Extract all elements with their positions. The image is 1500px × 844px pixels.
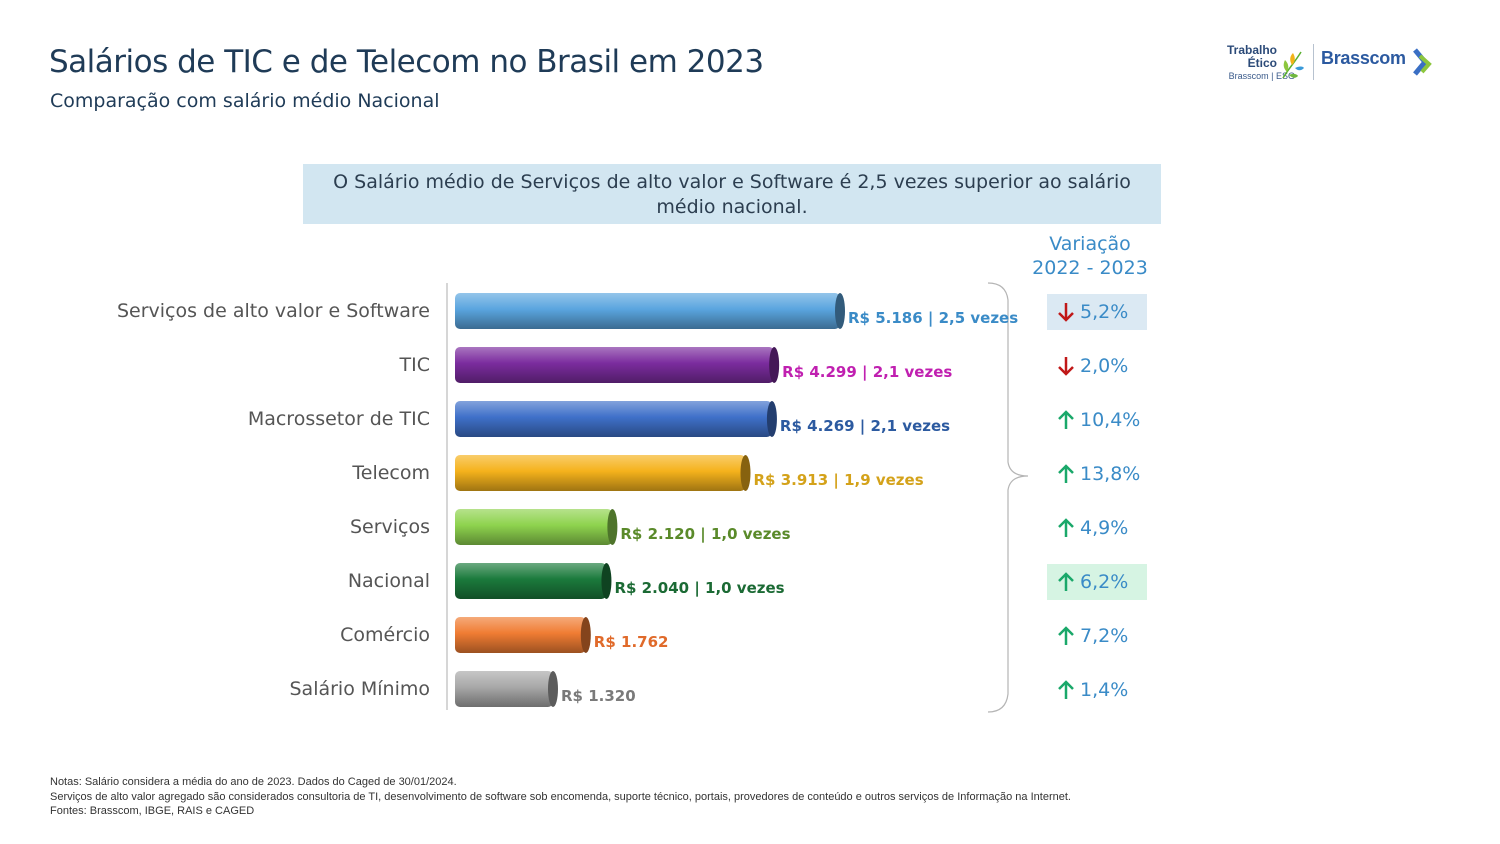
trabalho-etico-logo: Trabalho Ético Brasscom | ESG (1205, 44, 1305, 82)
category-label: Nacional (348, 570, 430, 592)
bar (455, 347, 775, 383)
category-label: TIC (399, 354, 430, 376)
data-label: R$ 4.299 | 2,1 vezes (782, 363, 952, 382)
notes-block: Notas: Salário considera a média do ano … (50, 775, 1071, 819)
brand-logos: Trabalho Ético Brasscom | ESG Brasscom (1205, 44, 1440, 90)
variation-highlight (1047, 294, 1147, 330)
category-label: Telecom (351, 462, 430, 484)
bar-end-cap (766, 401, 777, 437)
bar (455, 671, 553, 707)
logo-esg-text: Brasscom | ESG (1228, 71, 1295, 81)
bar (455, 509, 613, 545)
category-label: Macrossetor de TIC (248, 408, 430, 430)
data-label: R$ 2.040 | 1,0 vezes (614, 579, 784, 598)
arrow-down-icon (1058, 357, 1074, 376)
variation-brace (987, 282, 1029, 713)
variation-value: 7,2% (1080, 625, 1128, 647)
notes-line-2: Serviços de alto valor agregado são cons… (50, 790, 1071, 803)
notes-line-3: Fontes: Brasscom, IBGE, RAIS e CAGED (50, 805, 255, 817)
bar (455, 617, 586, 653)
data-label: R$ 2.120 | 1,0 vezes (620, 525, 790, 544)
bar-end-cap (547, 671, 558, 707)
data-label: R$ 1.320 (561, 687, 636, 705)
bar (455, 401, 772, 437)
category-label: Salário Mínimo (289, 678, 430, 700)
brasscom-logo: Brasscom (1321, 48, 1406, 68)
data-label: R$ 1.762 (594, 633, 669, 651)
variation-header-line2: 2022 - 2023 (1032, 257, 1148, 279)
variation-highlight (1047, 564, 1147, 600)
bar-end-cap (769, 347, 780, 383)
variation-value: 5,2% (1080, 301, 1128, 323)
arrow-up-icon (1058, 572, 1074, 591)
data-label: R$ 4.269 | 2,1 vezes (780, 417, 950, 436)
variation-value: 6,2% (1080, 571, 1128, 593)
arrow-up-icon (1058, 518, 1074, 537)
bar-end-cap (580, 617, 591, 653)
category-label: Serviços (350, 516, 430, 538)
logo-trabalho-text: Trabalho (1226, 43, 1277, 57)
arrow-up-icon (1058, 410, 1074, 429)
logo-divider (1313, 44, 1314, 80)
arrow-up-icon (1058, 680, 1074, 699)
bar (455, 293, 840, 329)
variation-value: 1,4% (1080, 679, 1128, 701)
data-label: R$ 3.913 | 1,9 vezes (753, 471, 923, 490)
variation-value: 10,4% (1080, 409, 1140, 431)
brasscom-chevron-icon (1413, 48, 1432, 76)
bar-end-cap (740, 455, 751, 491)
page-title: Salários de TIC e de Telecom no Brasil e… (49, 44, 764, 80)
variation-header-line1: Variação (1049, 233, 1131, 255)
callout-banner: O Salário médio de Serviços de alto valo… (303, 164, 1161, 224)
bar (455, 563, 607, 599)
leaf-icon (1282, 51, 1304, 79)
variation-header: Variação 2022 - 2023 (1020, 232, 1160, 280)
data-label: R$ 5.186 | 2,5 vezes (848, 309, 1018, 328)
variation-value: 2,0% (1080, 355, 1128, 377)
variation-value: 4,9% (1080, 517, 1128, 539)
bar-end-cap (835, 293, 845, 329)
bar (455, 455, 746, 491)
bar-end-cap (601, 563, 612, 599)
category-label: Serviços de alto valor e Software (117, 300, 430, 322)
page-subtitle: Comparação com salário médio Nacional (50, 90, 440, 112)
arrow-up-icon (1058, 626, 1074, 645)
arrow-up-icon (1058, 464, 1074, 483)
variation-value: 13,8% (1080, 463, 1140, 485)
bar-end-cap (607, 509, 618, 545)
logo-etico-text: Ético (1247, 56, 1277, 70)
category-label: Comércio (340, 624, 430, 646)
notes-line-1: Notas: Salário considera a média do ano … (50, 776, 457, 788)
arrow-down-icon (1058, 303, 1074, 322)
